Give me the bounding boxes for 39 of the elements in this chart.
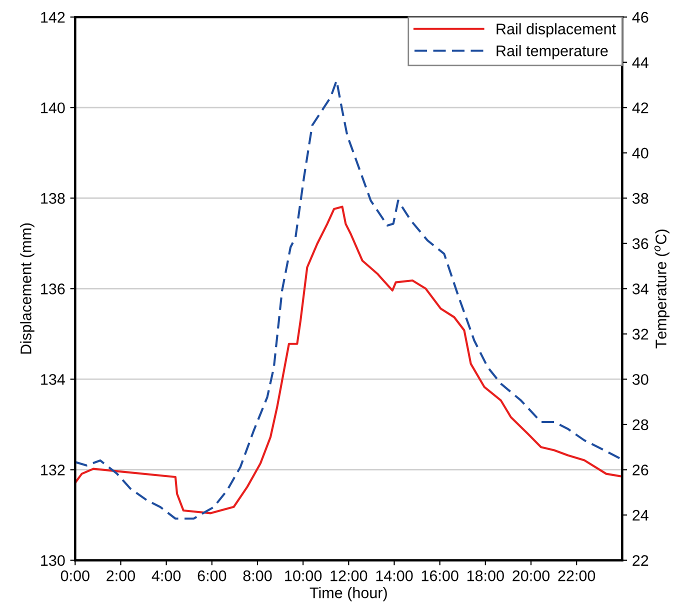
y-tick-label: 136 (41, 284, 65, 294)
x-tick-label: 20:00 (512, 570, 550, 582)
y-tick-label: 130 (41, 555, 65, 566)
y2-tick-label: 22 (632, 555, 648, 566)
x-tick-label: 6:00 (198, 570, 226, 582)
legend-label: Rail temperature (496, 45, 608, 60)
y-tick-label: 134 (41, 374, 65, 385)
x-tick-label: 16:00 (422, 570, 458, 582)
x-tick-label: 0:00 (60, 570, 90, 582)
y-tick-label: 142 (41, 12, 65, 23)
x-tick-label: 4:00 (152, 570, 181, 582)
line-series (75, 206, 622, 514)
x-tick-label: 8:00 (243, 570, 272, 582)
y-tick-label: 140 (41, 102, 65, 114)
line-series (75, 80, 622, 520)
x-tick-label: 10:00 (285, 570, 322, 582)
y2-tick-label: 26 (632, 464, 648, 476)
y2-tick-label: 40 (632, 148, 648, 159)
y2-tick-label: 42 (632, 102, 648, 114)
x-tick-label: 12:00 (330, 570, 368, 582)
y2-tick-label: 24 (632, 510, 648, 521)
legend-label: Rail displacement (496, 23, 616, 38)
y2-tick-label: 30 (632, 374, 648, 385)
x-tick-label: 14:00 (376, 570, 413, 582)
y2-tick-label: 44 (632, 57, 648, 68)
x-tick-label: 2:00 (106, 570, 136, 582)
y-tick-label: 138 (41, 192, 65, 204)
y2-tick-label: 46 (632, 12, 648, 23)
x-tick-label: 22:00 (558, 570, 596, 582)
x-tick-label: 18:00 (467, 570, 504, 582)
y2-tick-label: 34 (632, 284, 648, 294)
y2-tick-label: 38 (632, 192, 648, 204)
y-axis-title: Displacement (mm) (20, 223, 34, 354)
y2-tick-label: 32 (632, 328, 648, 340)
y2-tick-label: 36 (632, 238, 648, 250)
x-axis-title: Time (hour) (310, 587, 387, 602)
y2-tick-label: 28 (632, 419, 648, 430)
y-tick-label: 132 (41, 464, 65, 476)
y2-axis-title: Temperature ($^{o}$C) (654, 230, 670, 348)
